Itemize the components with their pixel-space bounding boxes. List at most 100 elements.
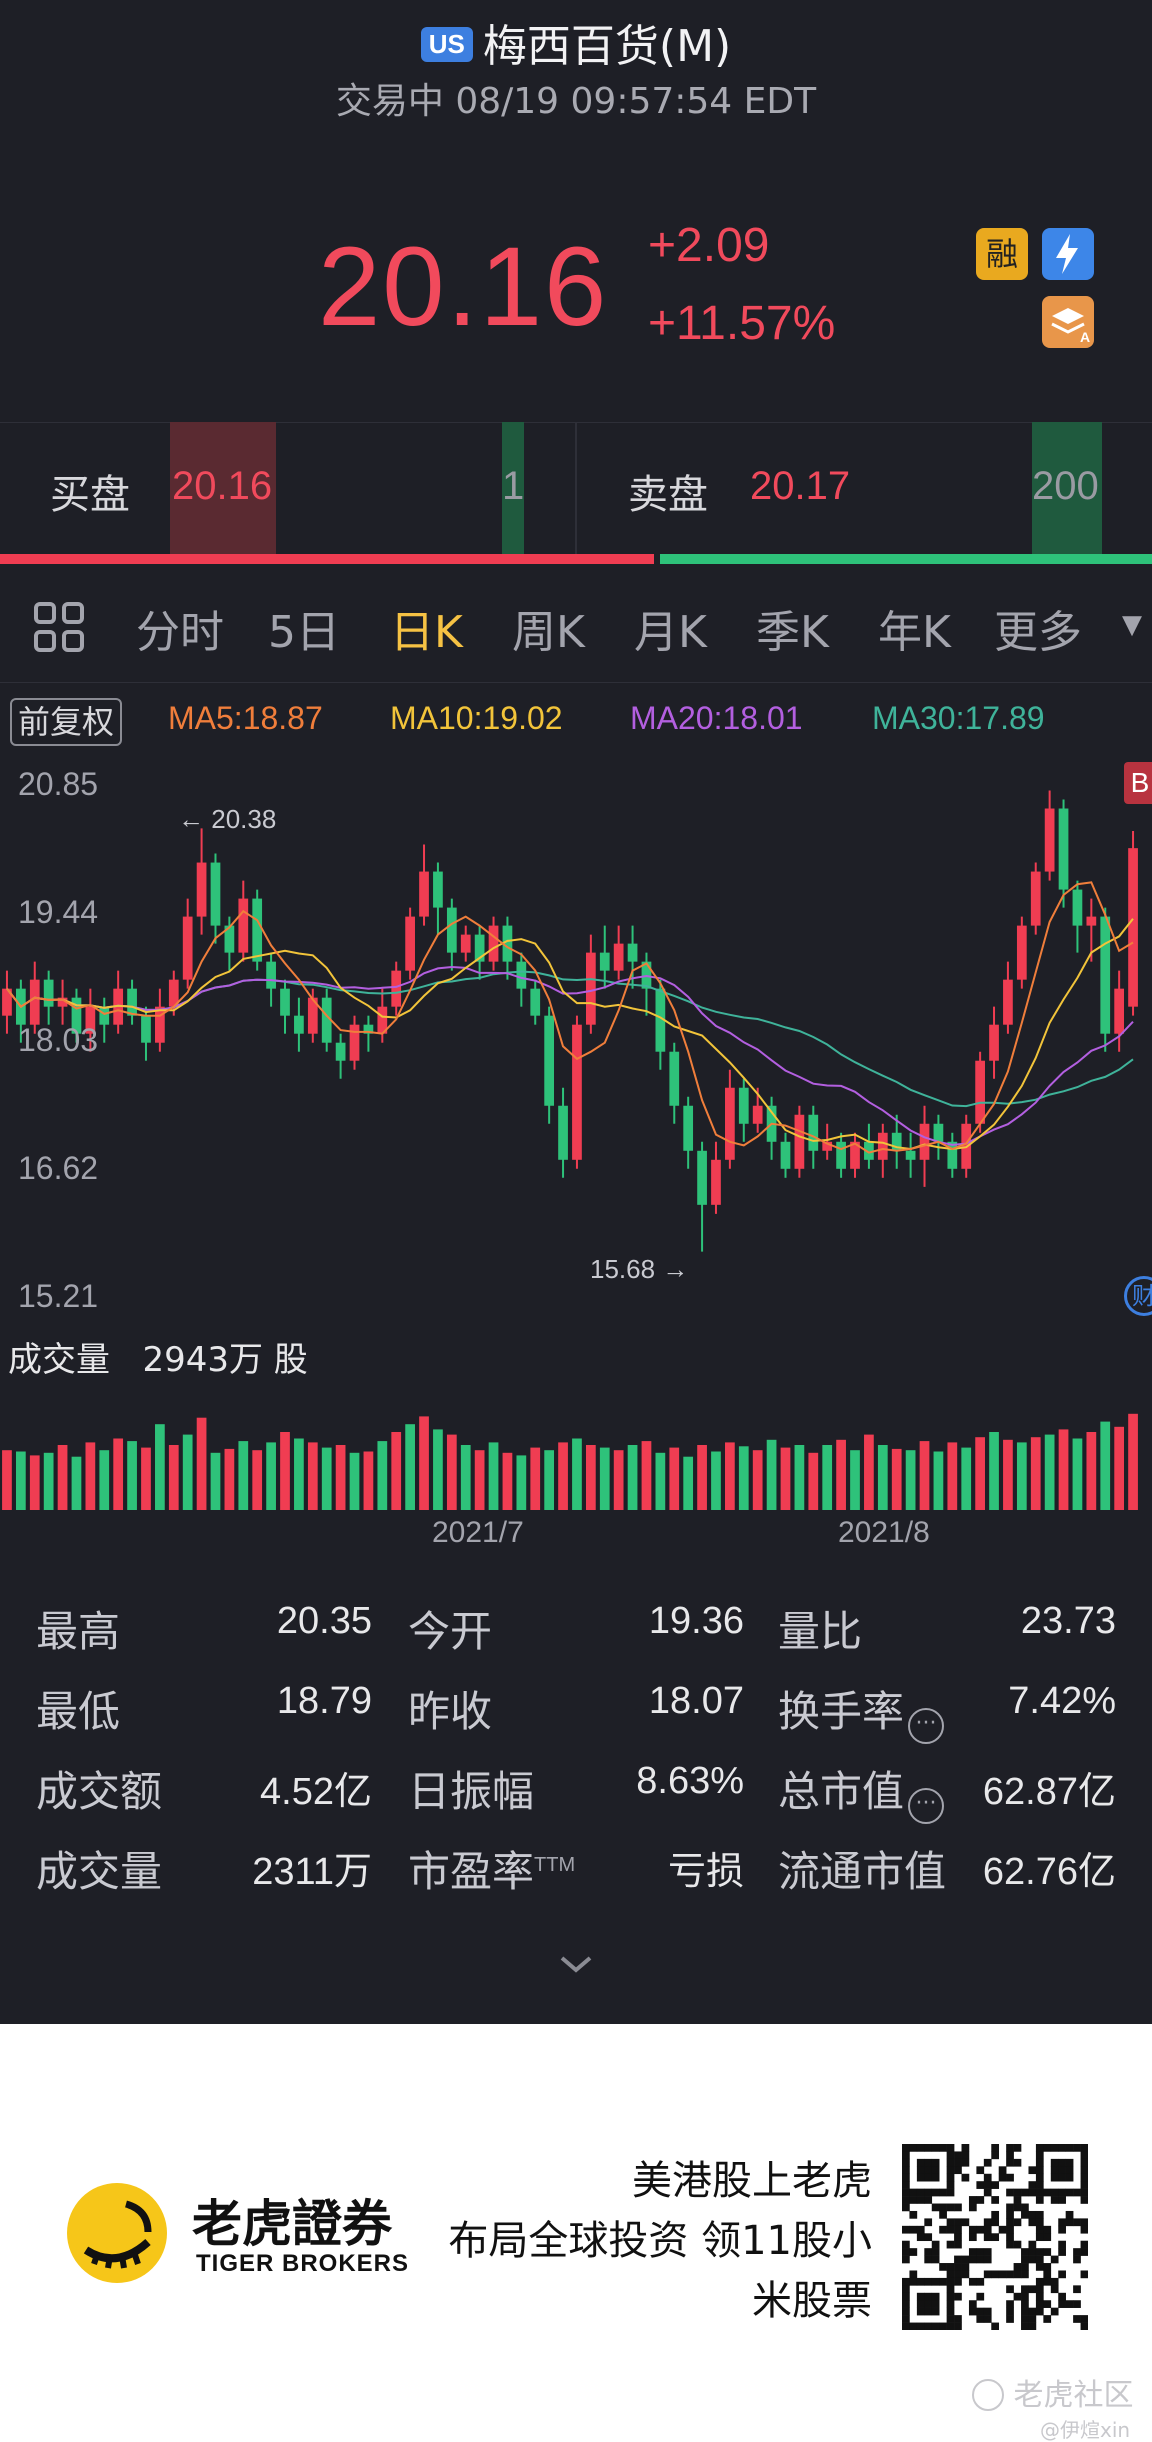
- volume-bar: [294, 1438, 304, 1510]
- volume-bar: [446, 1434, 457, 1510]
- current-price: 20.16: [318, 224, 609, 349]
- volume-bar: [544, 1450, 555, 1510]
- tab-daily-k[interactable]: 日K: [390, 607, 463, 658]
- low-annotation: 15.68 →: [590, 1254, 689, 1284]
- candle: [697, 1141, 707, 1252]
- volume-label: 成交量: [8, 1340, 110, 1380]
- stat-prev-close: 18.07: [648, 1680, 744, 1722]
- volume-bar: [933, 1451, 944, 1510]
- volume-value: 2943万 股: [142, 1340, 308, 1380]
- ma5-label: MA5:18.87: [168, 700, 323, 736]
- candle: [905, 1132, 916, 1178]
- candle: [599, 925, 610, 989]
- promo-line-2: 布局全球投资 领11股小: [448, 2218, 872, 2264]
- ask-qty: 200: [1032, 464, 1099, 508]
- volume-bar: [1003, 1439, 1013, 1510]
- volume-bar: [502, 1452, 513, 1510]
- volume-bar: [252, 1450, 263, 1510]
- volume-bar: [891, 1448, 902, 1510]
- volume-bar: [808, 1452, 819, 1510]
- ma20-label: MA20:18.01: [630, 700, 803, 736]
- candle: [446, 898, 457, 971]
- candle: [363, 1015, 374, 1052]
- tab-weekly-k[interactable]: 周K: [512, 607, 585, 658]
- candle: [794, 1105, 805, 1178]
- candle: [85, 988, 96, 1052]
- tab-intraday[interactable]: 分时: [136, 607, 224, 658]
- more-dropdown-icon[interactable]: ▼: [1122, 610, 1142, 640]
- volume-bar: [947, 1442, 958, 1510]
- volume-bar: [975, 1437, 985, 1510]
- volume-bar: [585, 1445, 596, 1510]
- y-tick-4: 15.21: [18, 1278, 99, 1314]
- grid-icon[interactable]: [32, 600, 86, 654]
- candle: [877, 1123, 888, 1178]
- stat-turnover-label-text: 换手率: [778, 1687, 905, 1736]
- volume-bar: [280, 1432, 290, 1510]
- candle: [155, 988, 165, 1052]
- tab-monthly-k[interactable]: 月K: [634, 607, 707, 658]
- volume-bar: [460, 1445, 471, 1510]
- volume-bar: [989, 1432, 999, 1510]
- candle: [405, 907, 415, 980]
- volume-bar: [697, 1445, 707, 1510]
- volume-bar: [711, 1451, 721, 1510]
- stat-float-cap: 62.76亿: [982, 1851, 1116, 1893]
- qr-code[interactable]: [902, 2144, 1088, 2330]
- info-icon[interactable]: ···: [908, 1788, 945, 1824]
- candle: [335, 1033, 346, 1079]
- tab-yearly-k[interactable]: 年K: [878, 607, 951, 658]
- buy-marker[interactable]: B: [1124, 762, 1152, 804]
- price-adjust-button[interactable]: 前复权: [10, 698, 123, 746]
- earnings-marker[interactable]: 财: [1124, 1276, 1152, 1316]
- volume-bar: [99, 1450, 110, 1510]
- candle: [252, 889, 263, 971]
- chevron-down-icon[interactable]: [556, 1950, 596, 1978]
- level-icon[interactable]: A: [1042, 296, 1094, 348]
- candle: [780, 1132, 791, 1178]
- candle: [947, 1132, 958, 1178]
- stat-pe-label: 市盈率TTM: [408, 1838, 575, 1899]
- candle: [57, 979, 68, 1025]
- ask-qty-bar: [1032, 422, 1102, 554]
- volume-title: 成交量 2943万 股: [8, 1332, 308, 1381]
- candle: [516, 952, 527, 1007]
- stat-amplitude-label: 日振幅: [408, 1767, 535, 1816]
- volume-chart[interactable]: [0, 1380, 1152, 1510]
- username-tag: @伊煊xin: [1040, 2418, 1131, 2442]
- candle: [280, 979, 290, 1034]
- volume-bar: [919, 1441, 930, 1510]
- ask-label: 卖盘: [628, 472, 708, 518]
- volume-bar: [377, 1441, 388, 1510]
- volume-bar: [307, 1442, 318, 1510]
- stat-prev-close-label: 昨收: [408, 1687, 493, 1736]
- candlestick-chart[interactable]: [0, 760, 1152, 1320]
- stat-amount-label: 成交额: [36, 1767, 163, 1816]
- stat-mktcap: 62.87亿: [982, 1771, 1116, 1813]
- tab-more[interactable]: 更多: [994, 607, 1082, 658]
- bid-ratio-bar: [0, 554, 654, 564]
- candle: [210, 853, 221, 944]
- bid-qty: 1: [502, 464, 525, 508]
- tab-5day[interactable]: 5日: [268, 607, 340, 658]
- volume-bar: [349, 1452, 360, 1510]
- stat-mktcap-label[interactable]: 总市值 ···: [778, 1758, 945, 1824]
- tab-quarterly-k[interactable]: 季K: [756, 607, 829, 658]
- info-icon[interactable]: ···: [908, 1708, 945, 1744]
- candle: [196, 828, 207, 935]
- volume-bar: [127, 1441, 137, 1510]
- candle: [2, 970, 12, 1034]
- volume-bar: [168, 1445, 179, 1510]
- promo-banner[interactable]: 老虎證券 TIGER BROKERS 美港股上老虎 布局全球投资 领11股小 米…: [0, 2024, 1152, 2442]
- volume-bar: [196, 1417, 207, 1510]
- candle: [238, 880, 249, 962]
- volume-bar: [1058, 1429, 1069, 1510]
- margin-badge[interactable]: 融: [976, 228, 1028, 280]
- tiger-logo-icon: [64, 2180, 170, 2286]
- volume-bar: [530, 1447, 541, 1510]
- volume-bar: [1086, 1432, 1097, 1510]
- candle: [975, 1051, 985, 1133]
- stat-turnover-label[interactable]: 换手率 ···: [778, 1678, 945, 1744]
- volume-bar: [572, 1438, 582, 1510]
- flash-icon[interactable]: [1042, 228, 1094, 280]
